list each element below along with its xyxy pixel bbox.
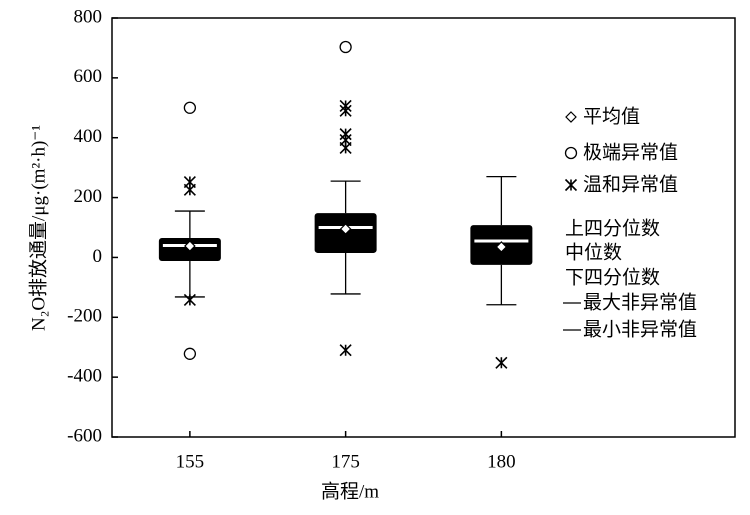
legend-marker	[565, 111, 577, 123]
mild-outlier	[183, 293, 196, 306]
y-tick-label: 0	[93, 246, 103, 267]
legend-label: 下四分位数	[565, 267, 660, 289]
y-tick-label: -400	[67, 366, 102, 387]
extreme-outlier	[183, 347, 197, 360]
y-axis-label: N₂O排放通量/μg·(m²·h)⁻¹	[27, 125, 49, 331]
x-tick-label: 180	[487, 451, 516, 472]
extreme-outlier	[339, 40, 352, 54]
mild-outlier	[183, 183, 196, 196]
x-axis-label: 高程/m	[321, 480, 379, 502]
mild-outlier	[339, 344, 352, 357]
legend-label: 极端异常值	[583, 142, 678, 164]
mean-marker	[495, 241, 508, 253]
legend-marker	[564, 146, 578, 160]
plot-frame	[111, 17, 736, 438]
mean-marker	[339, 223, 352, 235]
mild-outlier	[339, 141, 352, 154]
y-tick-label: 200	[74, 186, 103, 207]
legend-label: 中位数	[565, 242, 622, 264]
y-tick-label: 400	[74, 126, 103, 147]
extreme-outlier	[183, 101, 197, 114]
legend-label: 温和异常值	[583, 174, 678, 196]
y-tick-label: 800	[74, 6, 103, 27]
mild-outlier	[495, 356, 508, 369]
x-tick-label: 175	[331, 451, 360, 472]
legend-marker	[564, 178, 578, 192]
legend-label: 平均值	[583, 106, 640, 128]
y-tick-label: 600	[74, 66, 103, 87]
legend-label: 上四分位数	[565, 218, 660, 240]
x-tick-label: 155	[176, 451, 205, 472]
legend-label: 最大非异常值	[583, 292, 697, 314]
y-tick-label: -200	[67, 306, 102, 327]
mean-marker	[184, 240, 196, 252]
y-tick-label: -600	[67, 425, 102, 446]
mild-outlier	[339, 104, 352, 117]
legend-label: 最小非异常值	[583, 319, 697, 341]
